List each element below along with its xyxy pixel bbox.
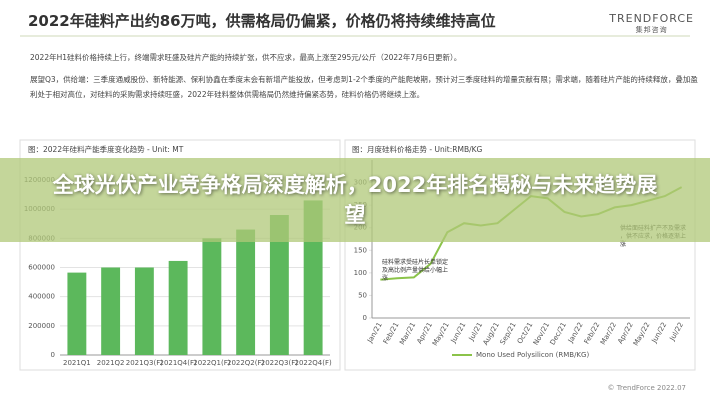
x-tick-label: Jun/22 bbox=[650, 321, 669, 345]
chart-title: 图：月度硅料价格走势 - Unit:RMB/KG bbox=[352, 144, 483, 154]
chart-frame bbox=[19, 139, 341, 371]
x-tick-label: Jun/21 bbox=[449, 321, 468, 345]
x-tick-label: 2021Q3(F) bbox=[126, 359, 164, 367]
bullet: 展望Q3，供给端：三季度通威股份、新特能源、保利协鑫在季度末会有新增产能投放，但… bbox=[30, 75, 698, 99]
y-tick-label: 50 bbox=[358, 291, 367, 299]
x-tick-label: 2022Q1(F) bbox=[193, 359, 231, 367]
x-tick-label: 2022Q2(F) bbox=[227, 359, 265, 367]
y-tick-label: 0 bbox=[51, 351, 55, 359]
bar bbox=[202, 238, 222, 355]
x-tick-label: Mar/22 bbox=[599, 321, 618, 346]
x-tick-label: Jul/22 bbox=[668, 321, 685, 343]
x-tick-label: 2022Q3(F) bbox=[261, 359, 299, 367]
y-tick-label: 150 bbox=[354, 246, 367, 254]
bar bbox=[269, 215, 289, 355]
logo: TRENDFORCE 集邦咨询 bbox=[609, 12, 694, 35]
y-tick-label: 100 bbox=[354, 269, 367, 277]
bar bbox=[67, 272, 87, 355]
bullet: 2022年H1硅料价格持续上行，终端需求旺盛及硅片产能的持续扩张，供不应求，最高… bbox=[30, 53, 462, 62]
y-tick-label: 0 bbox=[363, 314, 367, 322]
logo-text: TRENDFORCE bbox=[609, 12, 694, 25]
banner: 全球光伏产业竞争格局深度解析，2022年排名揭秘与未来趋势展望 bbox=[0, 158, 710, 242]
annotation: 硅料需求受硅片长单锁定及高比例产量供给小幅上涨 bbox=[382, 258, 448, 282]
chart-title: 图：2022年硅料产能季度变化趋势 - Unit: MT bbox=[28, 144, 184, 154]
x-tick-label: Jul/21 bbox=[467, 321, 484, 343]
x-tick-label: 2021Q4(F) bbox=[159, 359, 197, 367]
banner-title: 全球光伏产业竞争格局深度解析，2022年排名揭秘与未来趋势展望 bbox=[52, 173, 658, 227]
y-tick-label: 400000 bbox=[28, 293, 55, 301]
legend-label: Mono Used Polysilicon (RMB/KG) bbox=[476, 351, 589, 359]
source: © TrendForce 2022.07 bbox=[607, 384, 687, 392]
header-title: 2022年硅料产出约86万吨，供需格局仍偏紧，价格仍将持续维持高位 bbox=[28, 12, 496, 30]
y-tick-label: 600000 bbox=[28, 264, 55, 272]
x-tick-label: Mar/21 bbox=[398, 321, 417, 346]
logo-sub: 集邦咨询 bbox=[635, 26, 668, 34]
x-tick-label: 2022Q4(F) bbox=[294, 359, 332, 367]
x-tick-label: 2021Q1 bbox=[63, 359, 91, 367]
x-tick-label: Sep/21 bbox=[499, 321, 518, 346]
bar bbox=[236, 229, 256, 355]
bar bbox=[168, 260, 188, 355]
chart-frame bbox=[344, 139, 696, 371]
y-tick-label: 200000 bbox=[28, 322, 55, 330]
x-tick-label: Dec/21 bbox=[549, 321, 568, 346]
x-tick-label: 2021Q2 bbox=[97, 359, 125, 367]
bar bbox=[134, 267, 154, 355]
bar bbox=[101, 267, 121, 355]
